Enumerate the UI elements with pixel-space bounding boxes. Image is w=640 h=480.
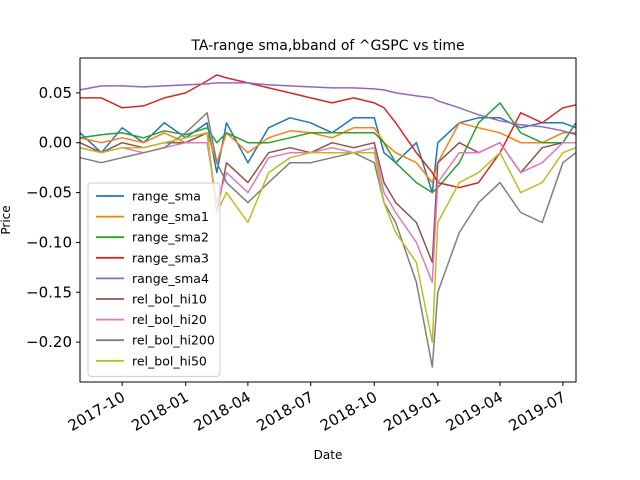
y-tick-label: −0.15 (26, 283, 72, 301)
series-layer (79, 74, 577, 368)
y-axis-label: Price (0, 205, 13, 234)
x-tick-label: 2019-04 (443, 388, 506, 435)
y-tick-label: 0.00 (39, 134, 72, 152)
legend-label-rel-bol-hi50: rel_bol_hi50 (132, 353, 207, 368)
y-tick-label: 0.05 (39, 84, 72, 102)
y-tick-label: −0.20 (26, 333, 72, 351)
legend-label-rel-bol-hi200: rel_bol_hi200 (132, 333, 215, 348)
x-tick-label: 2019-07 (506, 388, 569, 435)
legend-label-range-sma3: range_sma3 (132, 250, 209, 265)
x-axis-label: Date (314, 448, 343, 462)
y-axis: 0.05 0.00 −0.05 −0.10 −0.15 −0.20 (26, 84, 80, 351)
legend-label-rel-bol-hi10: rel_bol_hi10 (132, 292, 207, 307)
chart-title: TA-range sma,bband of ^GSPC vs time (190, 38, 464, 54)
series-line-range-sma2 (79, 102, 577, 194)
legend-label-range-sma2: range_sma2 (132, 230, 209, 245)
x-tick-label: 2018-01 (128, 388, 191, 435)
plot-frame (79, 57, 577, 383)
x-tick-label: 2019-01 (381, 388, 444, 435)
legend-label-rel-bol-hi20: rel_bol_hi20 (132, 312, 207, 327)
legend-label-range-sma: range_sma (132, 189, 201, 204)
x-tick-label: 2018-07 (253, 388, 316, 435)
x-tick-label: 2018-10 (317, 388, 380, 435)
legend-box (87, 182, 221, 377)
series-line-range-sma4 (79, 82, 577, 136)
x-tick-label: 2017-10 (65, 388, 128, 435)
legend-label-range-sma4: range_sma4 (132, 271, 209, 286)
x-tick-label: 2018-04 (191, 388, 254, 435)
series-line-rel-bol-hi20 (79, 141, 576, 284)
series-line-range-sma3 (80, 74, 577, 189)
legend-label-range-sma1: range_sma1 (132, 209, 209, 224)
y-tick-label: −0.05 (26, 184, 72, 202)
series-line-rel-bol-hi50 (79, 132, 577, 343)
legend: range_sma range_sma1 range_sma2 range_sma3r… (87, 182, 221, 377)
y-tick-label: −0.10 (26, 233, 72, 251)
